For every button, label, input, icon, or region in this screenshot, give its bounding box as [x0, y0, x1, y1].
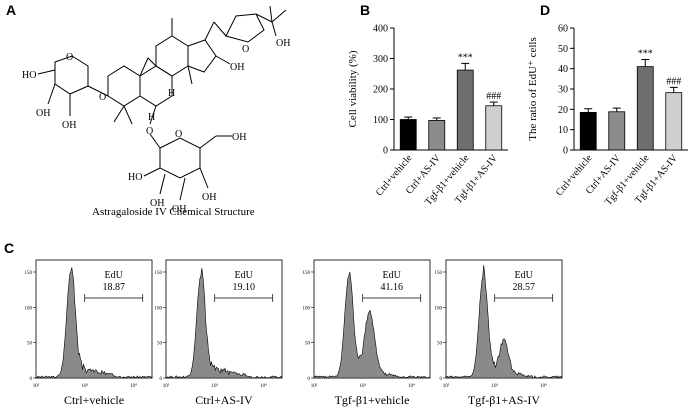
- histogram-condition-label: Ctrl+vehicle: [64, 393, 124, 407]
- h-label-2: H: [148, 112, 155, 123]
- xylose-o-label: O: [66, 52, 73, 63]
- edu-ratio-ytick-label: 10: [558, 125, 568, 136]
- histogram-ytick-label: 50: [157, 342, 163, 347]
- histogram-area: [313, 271, 431, 379]
- xylose-oh-label-1: OH: [36, 108, 50, 119]
- edu-ratio-bar: [608, 111, 626, 151]
- histogram-ytick-label: 50: [437, 342, 443, 347]
- histogram-ytick-label: 100: [435, 306, 443, 311]
- panel-label-d: D: [540, 2, 551, 18]
- histogram-ytick-label: 0: [160, 377, 163, 382]
- histogram-ytick-label: 100: [155, 306, 163, 311]
- panel-label-a: A: [6, 2, 17, 18]
- edu-gate-label: EdU: [515, 270, 534, 281]
- edu-gate-value: 19.10: [232, 282, 255, 293]
- viability-ytick-label: 200: [373, 85, 388, 96]
- edu-gate-label: EdU: [105, 270, 124, 281]
- edu-gate-label: EdU: [235, 270, 254, 281]
- histogram-condition-label: Tgf-β1+vehicle: [335, 393, 410, 407]
- viability-bar: [456, 69, 474, 151]
- edu-gate-label: EdU: [383, 270, 402, 281]
- histogram-xtick-label: 10³: [211, 383, 218, 389]
- viability-bar: [428, 120, 446, 151]
- histogram-xtick-label: 10³: [491, 383, 498, 389]
- histogram-ytick-label: 0: [308, 377, 311, 382]
- histogram-ytick-label: 150: [155, 271, 163, 276]
- viability-ytick-label: 0: [383, 146, 388, 157]
- histogram-ytick-label: 150: [303, 271, 311, 276]
- xylose-ho-label: HO: [22, 70, 36, 81]
- panel-label-c: C: [4, 240, 15, 256]
- panel-label-b: B: [360, 2, 371, 18]
- histogram-area: [165, 268, 283, 379]
- viability-significance-label: ###: [486, 91, 501, 102]
- astragaloside-structure: HO OH OH O O H H O O OH HO OH OH OH OH O…: [22, 5, 290, 215]
- edu-ratio-ytick-label: 20: [558, 105, 568, 116]
- histogram-xtick-label: 10²: [311, 383, 318, 389]
- edu-gate-value: 41.16: [380, 282, 403, 293]
- xylose-oh-label-2: OH: [62, 120, 76, 131]
- histogram-ytick-label: 100: [303, 306, 311, 311]
- histogram-xtick-label: 10²: [163, 383, 170, 389]
- histogram-xtick-label: 10²: [443, 383, 450, 389]
- edu-ratio-ytick-label: 50: [558, 44, 568, 55]
- histogram-ytick-label: 0: [440, 377, 443, 382]
- histogram-ytick-label: 150: [25, 271, 33, 276]
- histogram-ytick-label: 50: [27, 342, 33, 347]
- edu-ratio-significance-label: ###: [666, 76, 681, 87]
- glucose-oh-label-4: OH: [202, 192, 216, 203]
- glucose-ho-label: HO: [128, 172, 142, 183]
- edu-ratio-ytick-label: 60: [558, 24, 568, 35]
- histogram-xtick-label: 10³: [359, 383, 366, 389]
- viability-bar: [399, 119, 417, 151]
- histogram-condition-label: Ctrl+AS-IV: [195, 393, 253, 407]
- edu-ratio-bar: [636, 66, 654, 151]
- edu-ratio-ylabel: The ratio of EdU⁺ cells: [527, 37, 539, 141]
- ring-oh-label: OH: [230, 62, 244, 73]
- histogram-frame: [35, 259, 153, 379]
- viability-significance-label: ***: [458, 52, 473, 63]
- structure-caption: Astragaloside IV Chemical Structure: [92, 206, 255, 218]
- thf-o-label: O: [242, 44, 249, 55]
- histogram-xtick-label: 10³: [81, 383, 88, 389]
- edu-gate-value: 18.87: [102, 282, 125, 293]
- histogram-xtick-label: 10⁴: [260, 383, 267, 389]
- edu-ratio-ytick-label: 0: [563, 146, 568, 157]
- viability-ytick-label: 300: [373, 54, 388, 65]
- edu-ratio-significance-label: ***: [638, 49, 653, 60]
- histogram-ytick-label: 0: [30, 377, 33, 382]
- viability-bar: [485, 105, 503, 151]
- histogram-xtick-label: 10⁴: [540, 383, 547, 389]
- viability-ytick-label: 100: [373, 115, 388, 126]
- glucose-oh-label-1: OH: [232, 132, 246, 143]
- edu-ratio-bar: [665, 92, 683, 151]
- edu-ratio-bar: [579, 111, 597, 151]
- glucose-oh-label-2: OH: [150, 198, 164, 209]
- histogram-ytick-label: 50: [305, 342, 311, 347]
- histogram-xtick-label: 10⁴: [130, 383, 137, 389]
- edu-gate-value: 28.57: [512, 282, 535, 293]
- edu-ratio-ytick-label: 30: [558, 85, 568, 96]
- histogram-area: [35, 267, 153, 379]
- viability-ytick-label: 400: [373, 24, 388, 35]
- histogram-condition-label: Tgf-β1+AS-IV: [468, 393, 541, 407]
- histogram-xtick-label: 10²: [33, 383, 40, 389]
- histogram-xtick-label: 10⁴: [408, 383, 415, 389]
- glucose-o-label: O: [175, 129, 182, 140]
- histogram-area: [445, 265, 563, 379]
- sidechain-oh-label: OH: [276, 38, 290, 49]
- viability-ylabel: Cell viability (%): [347, 50, 359, 127]
- histogram-ytick-label: 150: [435, 271, 443, 276]
- h-label-1: H: [168, 88, 175, 99]
- edu-ratio-ytick-label: 40: [558, 64, 568, 75]
- histogram-frame: [165, 259, 283, 379]
- ether-o-label: O: [99, 92, 106, 103]
- glycoside-o-label: O: [146, 126, 153, 137]
- histogram-ytick-label: 100: [25, 306, 33, 311]
- glucose-oh-label-3: OH: [172, 204, 186, 215]
